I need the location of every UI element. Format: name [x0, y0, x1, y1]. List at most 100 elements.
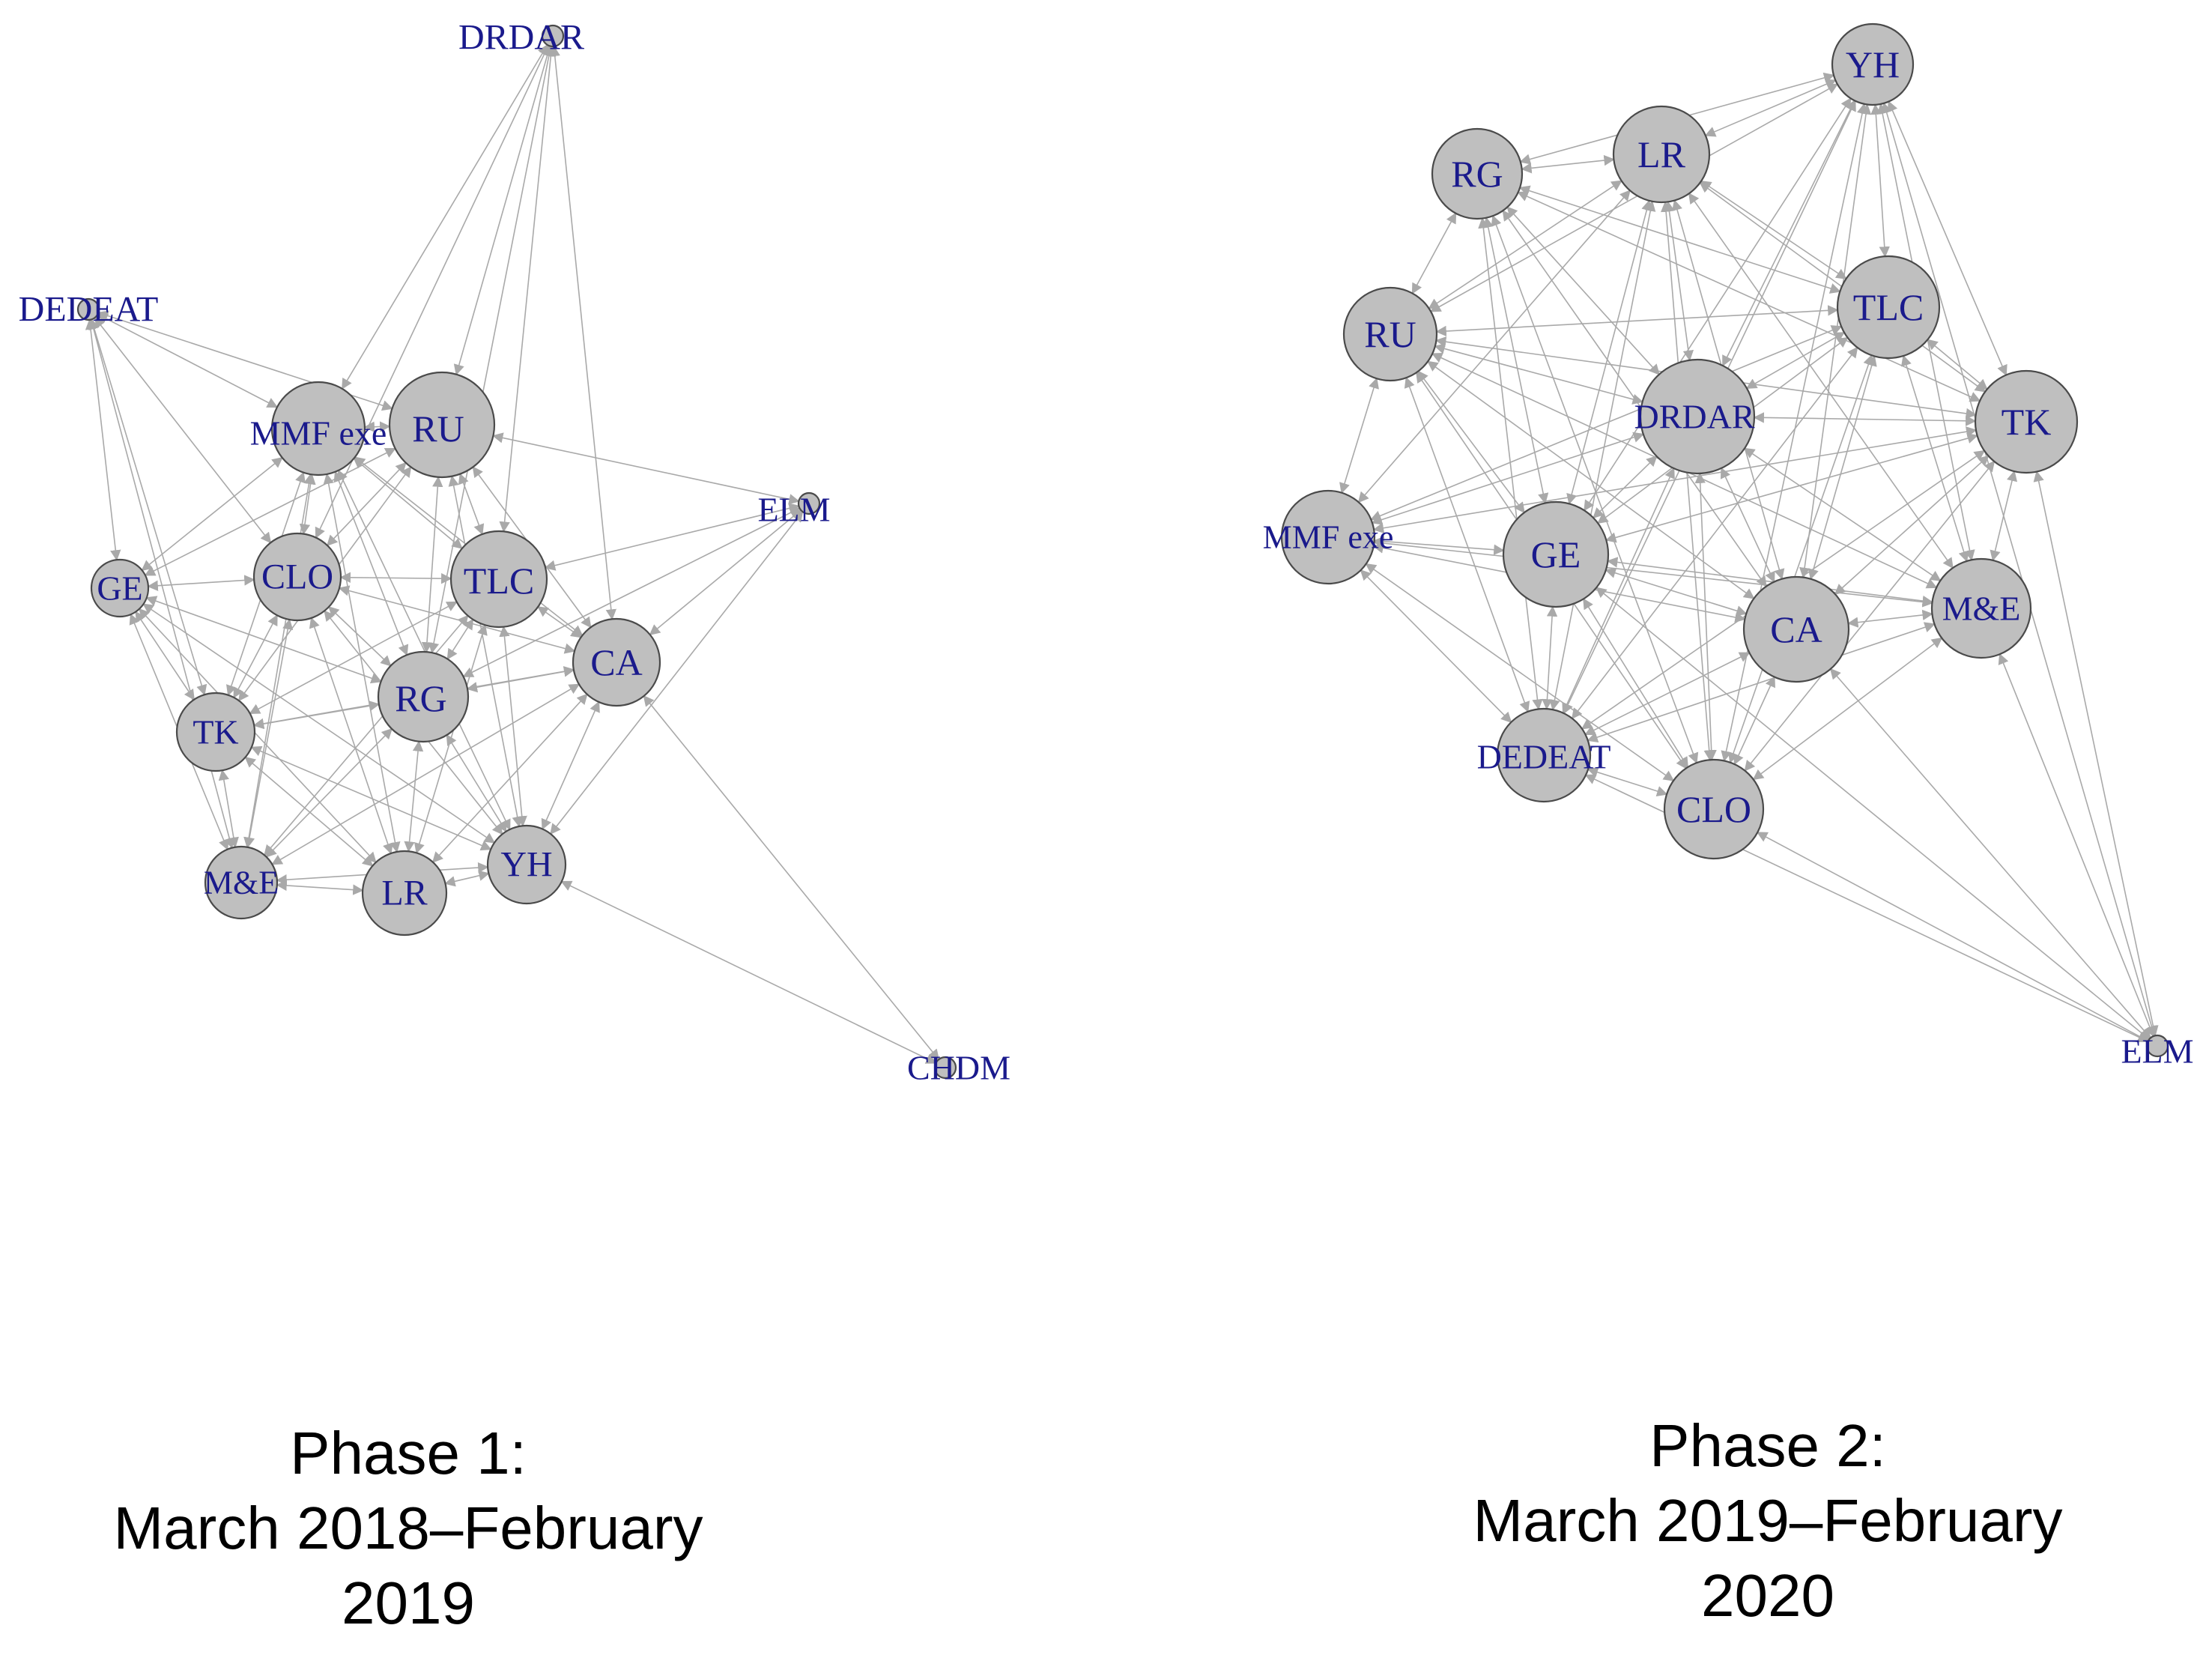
node-label-ca: CA: [1770, 608, 1822, 650]
edge-ru-mmf-exe: [1339, 377, 1379, 494]
edge-rg-tk: [252, 701, 381, 730]
edge-yh-drdar: [1722, 100, 1855, 367]
node-circle-clo: [252, 532, 342, 622]
node-ca: CA: [572, 617, 661, 707]
edge-yh-tlc: [1870, 103, 1890, 258]
node-circle-drdar: [1639, 358, 1756, 475]
edge-mmf-exe-mande: [243, 473, 315, 849]
edge-ru-yh: [448, 475, 523, 828]
node-circle-dedeat: [1496, 707, 1592, 803]
node-label-tlc: TLC: [464, 560, 534, 602]
node-circle-tk: [1974, 369, 2079, 474]
node-label-ge: GE: [97, 569, 142, 608]
node-label-mmf-exe: MMF exe: [1263, 519, 1394, 556]
edge-ca-mande: [1847, 609, 1933, 628]
phase-2-caption-line-1: Phase 2:: [1649, 1412, 1886, 1479]
node-label-yh: YH: [1846, 43, 1900, 85]
node-rg: RG: [377, 650, 470, 743]
node-tlc: TLC: [1836, 255, 1941, 360]
edge-tk-mande: [218, 769, 239, 849]
phase-2-caption: Phase 2: March 2019–February 2020: [1348, 1409, 2187, 1633]
node-yh: YH: [486, 824, 567, 905]
node-label-rg: RG: [1451, 153, 1503, 195]
edge-mmf-exe-clo: [299, 473, 316, 535]
node-tk: TK: [175, 692, 256, 772]
node-circle-mande: [204, 845, 279, 920]
phase-1-caption-line-3: 2019: [342, 1570, 475, 1636]
node-circle-mmf-exe: [1280, 489, 1376, 585]
edge-clo-tlc: [339, 572, 452, 584]
edge-drdar-clo: [1694, 472, 1717, 761]
edge-mmf-exe-dedeat: [1360, 569, 1512, 723]
edge-ca-dedeat: [1584, 652, 1751, 736]
node-label-yh: YH: [500, 845, 552, 885]
node-label-tlc: TLC: [1853, 286, 1924, 328]
node-mande: M&E: [1930, 557, 2032, 659]
node-tlc: TLC: [449, 530, 548, 629]
edge-elm-ca: [1829, 668, 2151, 1039]
node-ca: CA: [1742, 575, 1850, 683]
node-circle-lr: [1612, 105, 1711, 204]
node-circle-rg: [1431, 127, 1524, 220]
phase-1-edges: [85, 43, 940, 1064]
edge-tk-lr: [244, 756, 374, 867]
edge-lr-yh: [444, 870, 490, 887]
node-label-elm: ELM: [757, 491, 830, 529]
node-label-mande: M&E: [1942, 590, 2021, 628]
edge-drdar-mmf-exe: [1371, 432, 1645, 525]
node-circle-ge: [1502, 500, 1610, 608]
node-circle-chdm: [933, 1056, 957, 1080]
node-label-tk: TK: [2002, 401, 2052, 443]
edge-tlc-ca: [537, 606, 582, 638]
node-circle-mande: [1930, 557, 2032, 659]
node-label-chdm: CHDM: [907, 1049, 1010, 1087]
edge-dedeat-tk: [88, 318, 207, 696]
edge-dedeat-clo: [94, 316, 272, 544]
node-mande: M&E: [204, 845, 279, 920]
edge-rg-tlc: [1518, 185, 1841, 294]
edge-clo-rg: [327, 606, 392, 667]
node-circle-clo: [1663, 758, 1765, 860]
node-circle-ru: [1342, 286, 1438, 382]
node-circle-ca: [1742, 575, 1850, 683]
edge-ru-tlc: [458, 473, 485, 536]
node-chdm: CHDM: [907, 1049, 1010, 1087]
node-drdar: DRDAR: [1634, 358, 1756, 475]
node-label-clo: CLO: [1676, 788, 1751, 830]
node-circle-drdar: [541, 24, 565, 48]
edge-ge-dedeat: [1542, 605, 1558, 710]
node-label-rg: RG: [395, 677, 446, 719]
node-label-clo: CLO: [261, 557, 333, 597]
edge-tk-yh: [250, 745, 492, 851]
edge-elm-tk: [2033, 471, 2159, 1037]
node-lr: LR: [361, 850, 448, 937]
node-label-elm: ELM: [2121, 1032, 2193, 1071]
edge-tlc-mande: [1900, 354, 1969, 563]
node-ru: RU: [1342, 286, 1438, 382]
node-label-mmf-exe: MMF exe: [250, 414, 387, 453]
node-label-drdar: DRDAR: [1634, 398, 1754, 436]
node-tk: TK: [1974, 369, 2079, 474]
node-circle-elm: [797, 491, 821, 515]
edge-mmf-exe-lr: [323, 473, 401, 853]
edge-mmf-exe-ru: [363, 421, 391, 432]
edge-tk-drdar: [1753, 412, 1977, 426]
edge-tk-mande: [1990, 470, 2018, 562]
node-mmf-exe: MMF exe: [1263, 489, 1394, 585]
node-elm: ELM: [2121, 1032, 2193, 1071]
phase-2-edges: [1339, 72, 2159, 1042]
edge-ca-clo: [1733, 676, 1775, 766]
node-circle-rg: [377, 650, 470, 743]
edge-mmf-exe-mande: [1373, 537, 1933, 608]
edge-ge-clo: [147, 575, 255, 591]
node-circle-ru: [388, 371, 496, 479]
edge-elm-ru: [492, 432, 800, 505]
edge-ru-clo: [326, 462, 407, 547]
edge-chdm-ca: [643, 695, 940, 1061]
node-circle-tlc: [1836, 255, 1941, 360]
node-yh: YH: [1831, 22, 1915, 106]
node-label-lr: LR: [381, 874, 427, 913]
node-dedeat: DEDEAT: [19, 290, 159, 330]
node-clo: CLO: [1663, 758, 1765, 860]
